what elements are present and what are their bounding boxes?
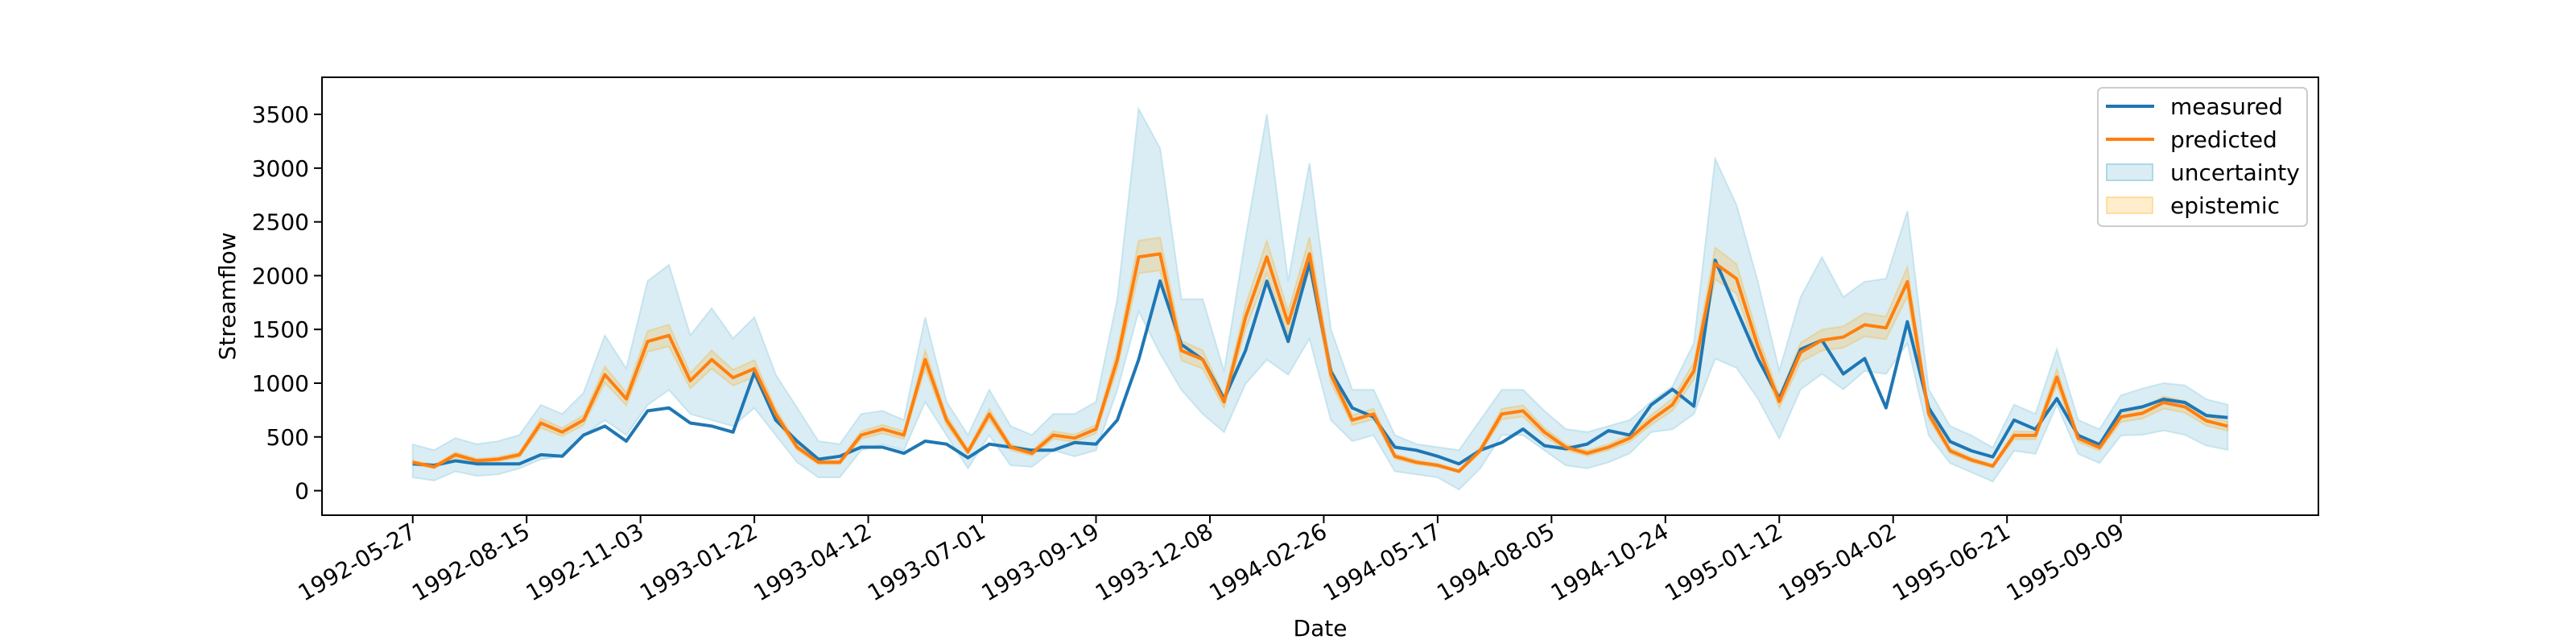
lines-layer <box>412 252 2228 473</box>
y-axis: 0 500 1000 1500 2000 2500 3000 3500 <box>252 101 322 505</box>
y-tick-label: 1000 <box>252 370 309 397</box>
legend-epistemic-swatch <box>2106 196 2153 214</box>
legend-uncertainty-label: uncertainty <box>2170 159 2300 186</box>
y-tick-label: 3000 <box>252 155 309 182</box>
y-tick-label: 2000 <box>252 262 309 289</box>
y-tick-label: 500 <box>266 424 309 451</box>
legend-predicted-label: predicted <box>2170 126 2277 153</box>
legend-measured-label: measured <box>2170 93 2283 120</box>
y-tick-label: 3500 <box>252 101 309 128</box>
y-tick-label: 0 <box>295 478 309 505</box>
predicted-line <box>412 252 2228 473</box>
y-tick-label: 1500 <box>252 316 309 343</box>
y-axis-label: Streamflow <box>214 233 241 361</box>
legend-uncertainty-swatch <box>2106 163 2153 181</box>
axes-frame <box>321 76 2319 516</box>
x-axis-label: Date <box>1294 615 1348 642</box>
legend-epistemic-label: epistemic <box>2170 192 2280 219</box>
legend-frame <box>2097 87 2308 227</box>
y-tick-label: 2500 <box>252 209 309 236</box>
legend: measured predicted uncertainty epistemic <box>2097 87 2308 227</box>
uncertainty-band <box>411 106 2229 491</box>
